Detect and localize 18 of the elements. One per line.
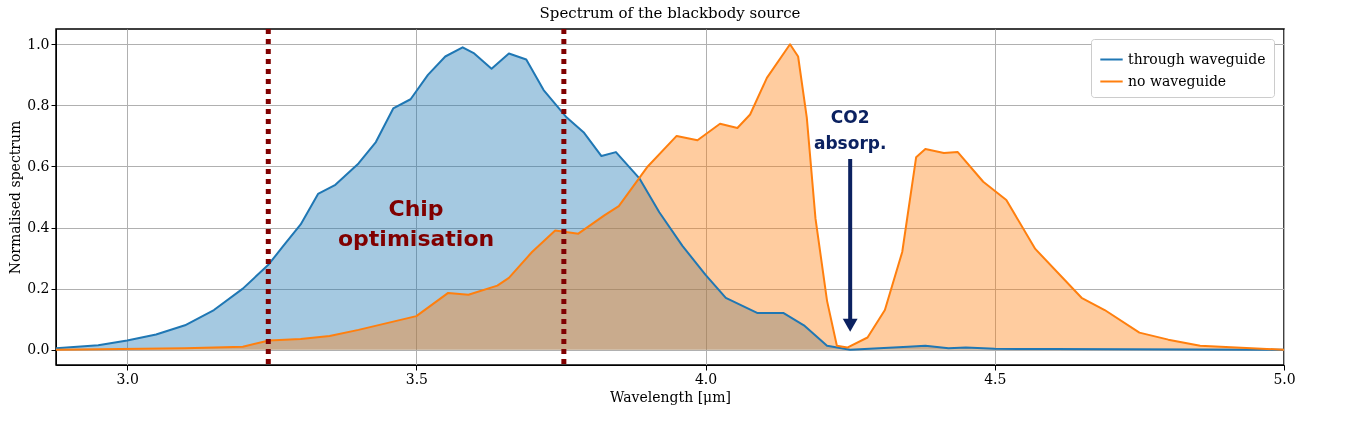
y-tick-label: 0.2	[27, 280, 50, 297]
x-tick-label: 4.5	[984, 370, 1007, 387]
x-tick-label: 3.5	[405, 370, 428, 387]
legend-label: no waveguide	[1128, 72, 1227, 89]
y-tick-label: 0.4	[27, 219, 50, 236]
x-axis-title: Wavelength [μm]	[610, 388, 731, 405]
x-tick-label: 3.0	[116, 370, 139, 387]
y-tick-label: 1.0	[27, 35, 50, 52]
chart-title: Spectrum of the blackbody source	[539, 3, 801, 22]
annotation: Chip optimisation	[337, 196, 495, 251]
y-tick-label: 0.8	[27, 96, 50, 113]
legend-label: through waveguide	[1128, 50, 1266, 67]
y-tick-label: 0.6	[27, 157, 50, 174]
y-tick-label: 0.0	[27, 341, 50, 358]
annotation: CO2 absorp.	[813, 107, 887, 153]
x-tick-label: 4.0	[694, 370, 718, 387]
y-axis-title: Normalised spectrum	[7, 120, 24, 275]
x-tick-label: 5.0	[1273, 370, 1296, 387]
